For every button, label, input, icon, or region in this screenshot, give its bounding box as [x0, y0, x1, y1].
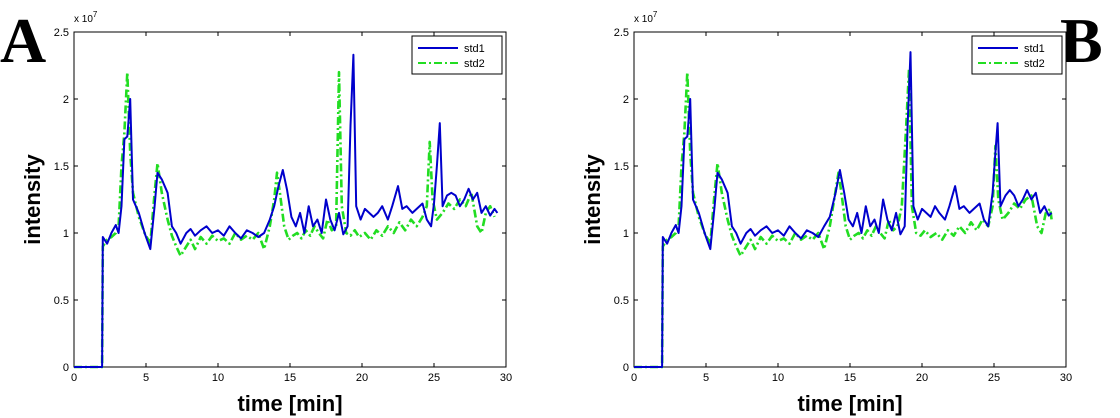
x-tick-label: 25 — [988, 372, 1000, 384]
y-tick-label: 0.5 — [54, 295, 69, 307]
plot-area — [73, 31, 507, 368]
x-tick-label: 15 — [284, 372, 296, 384]
x-axis-label: time [min] — [237, 391, 342, 416]
legend-label-std2: std2 — [464, 58, 485, 70]
x-tick-label: 0 — [71, 372, 77, 384]
x-tick-label: 20 — [916, 372, 928, 384]
y-multiplier-base: x 10 — [634, 14, 653, 25]
legend-label-std1: std1 — [1024, 43, 1045, 55]
series-line-std1 — [634, 51, 1053, 368]
x-tick-label: 15 — [844, 372, 856, 384]
legend-label-std2: std2 — [1024, 58, 1045, 70]
x-axis-label: time [min] — [797, 391, 902, 416]
x-tick-label: 5 — [703, 372, 709, 384]
y-tick-label: 0 — [623, 362, 629, 374]
x-tick-label: 20 — [356, 372, 368, 384]
y-multiplier-base: x 10 — [74, 14, 93, 25]
chart-panel-b: 0 5 10 15 20 25 30 0 0.5 1 1.5 2 2.5 x 107 time [min] i… — [580, 10, 1072, 416]
y-multiplier-label: x 107 — [634, 10, 658, 25]
y-multiplier-label: x 107 — [74, 10, 98, 25]
y-tick-label: 2 — [63, 94, 69, 106]
x-tick-label: 30 — [500, 372, 512, 384]
y-multiplier-exponent: 7 — [93, 10, 98, 19]
x-tick-label: 5 — [143, 372, 149, 384]
y-tick-label: 0.5 — [614, 295, 629, 307]
x-tick-label: 30 — [1060, 372, 1072, 384]
y-tick-label: 0 — [63, 362, 69, 374]
plot-area — [633, 31, 1067, 368]
y-tick-label: 1 — [63, 228, 69, 240]
y-axis-label: intensity — [20, 154, 45, 245]
chart-panel-a: 0 5 10 15 20 25 30 0 0.5 1 1.5 2 2.5 x 107 time [min] i… — [20, 10, 512, 416]
x-tick-label: 10 — [772, 372, 784, 384]
y-tick-label: 1.5 — [614, 161, 629, 173]
x-tick-label: 10 — [212, 372, 224, 384]
y-axis-label: intensity — [580, 154, 605, 245]
x-tick-label: 25 — [428, 372, 440, 384]
y-tick-label: 2 — [623, 94, 629, 106]
legend — [971, 35, 1063, 75]
x-tick-label: 0 — [631, 372, 637, 384]
legend-label-std1: std1 — [464, 43, 485, 55]
panel-label-a: A — [0, 5, 46, 76]
y-tick-label: 1 — [623, 228, 629, 240]
y-tick-label: 2.5 — [614, 27, 629, 39]
y-tick-label: 1.5 — [54, 161, 69, 173]
y-tick-label: 2.5 — [54, 27, 69, 39]
y-multiplier-exponent: 7 — [653, 10, 658, 19]
legend — [411, 35, 503, 75]
series-line-std1 — [74, 53, 499, 368]
panel-label-b: B — [1060, 5, 1103, 76]
